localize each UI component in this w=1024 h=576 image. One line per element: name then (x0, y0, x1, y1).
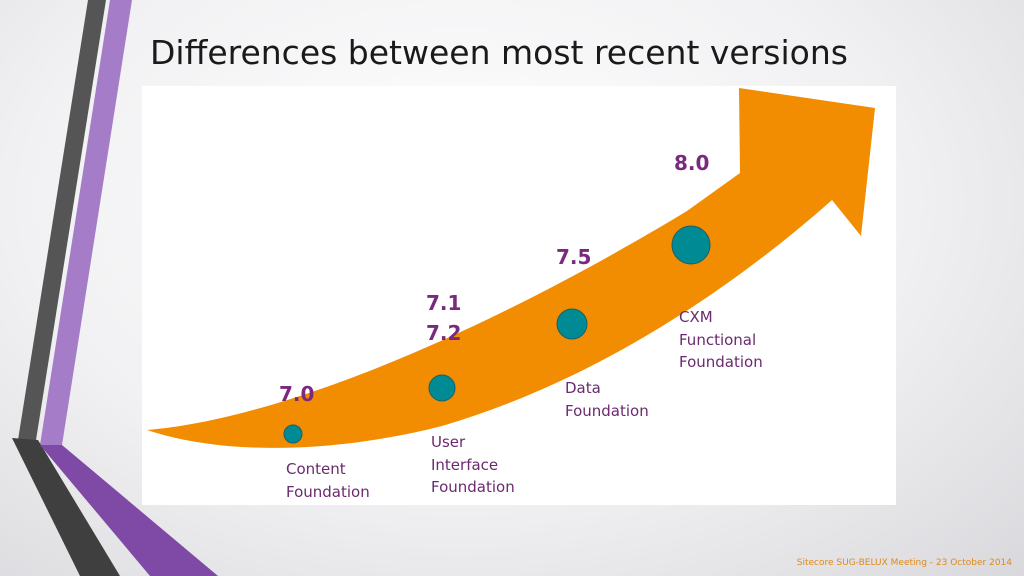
milestone-node-70 (283, 424, 303, 444)
milestone-node-80 (671, 225, 711, 265)
milestone-node-75 (556, 308, 588, 340)
version-label-75: 7.5 (556, 245, 592, 269)
purple-band (40, 0, 132, 445)
version-71: 7.1 (426, 291, 462, 315)
desc-line: User (431, 433, 466, 451)
version-label-71-72: 7.1 7.2 (426, 288, 461, 348)
milestone-desc-content-foundation: Content Foundation (286, 458, 370, 503)
purple-lower-band (40, 445, 218, 576)
footer-text: Sitecore SUG-BELUX Meeting - 23 October … (796, 558, 1012, 568)
desc-line: Interface (431, 455, 499, 474)
growth-arrow-diagram (147, 88, 875, 448)
milestone-desc-user-interface-foundation: User Interface Foundation (431, 431, 515, 499)
growth-arrow (147, 88, 875, 448)
desc-line: Content (286, 460, 346, 478)
version-label-80: 8.0 (674, 151, 710, 175)
desc-line: Foundation (679, 353, 763, 371)
desc-line: Foundation (431, 478, 515, 496)
milestone-desc-data-foundation: Data Foundation (565, 377, 649, 422)
gray-band (18, 0, 106, 440)
milestone-desc-cxm-functional-foundation: CXM Functional Foundation (679, 306, 763, 374)
desc-line: Functional (679, 330, 757, 349)
version-label-70: 7.0 (279, 382, 315, 406)
desc-line: Foundation (565, 401, 649, 420)
gray-lower-band (12, 438, 120, 576)
desc-line: Data (565, 379, 601, 397)
version-72: 7.2 (426, 321, 462, 345)
milestone-node-71-72 (428, 374, 456, 402)
desc-line: Foundation (286, 482, 370, 501)
desc-line: CXM (679, 308, 713, 326)
page-title: Differences between most recent versions (150, 33, 848, 72)
diagram-panel: 7.0 Content Foundation 7.1 7.2 User Inte… (142, 86, 896, 505)
